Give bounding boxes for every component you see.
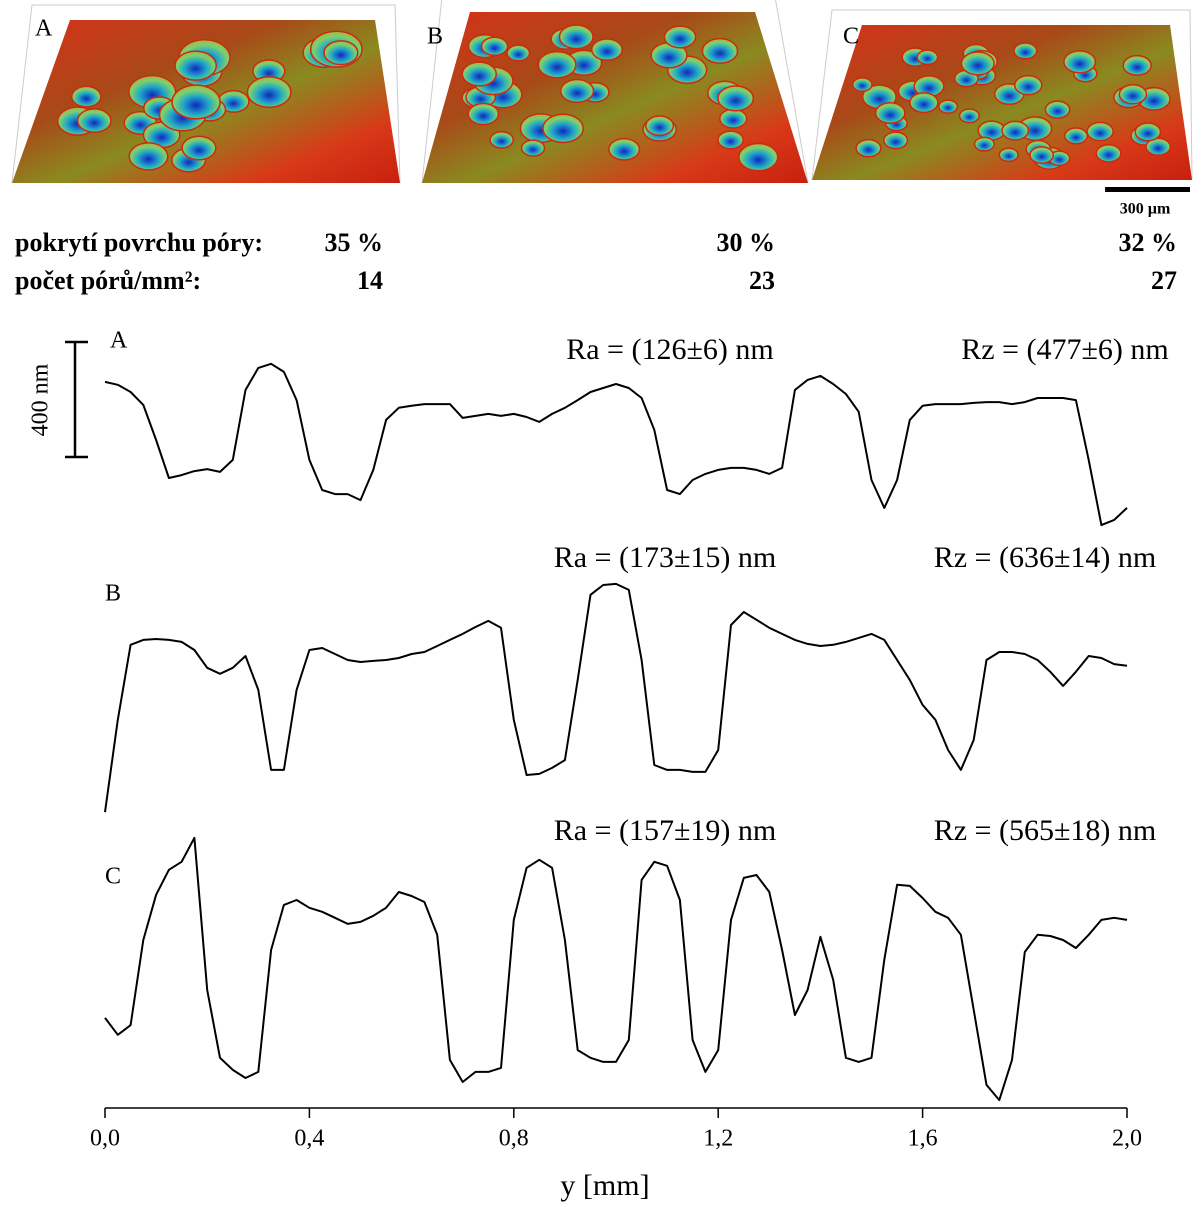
rz-annotation: Rz = (477±6) nm [961, 333, 1169, 366]
profile-line [104, 836, 1128, 1102]
pore [246, 76, 292, 109]
pore [960, 51, 995, 76]
pore [973, 136, 995, 152]
image-scale-bar [1105, 187, 1190, 192]
pore [958, 108, 980, 124]
pore [181, 135, 217, 161]
pore [1013, 74, 1043, 96]
density-label: počet pórů/mm²: [15, 266, 201, 295]
density-value: 23 [749, 266, 775, 295]
pore [916, 49, 939, 66]
pore [1029, 146, 1055, 165]
pore [558, 24, 594, 50]
ra-annotation: Ra = (173±15) nm [554, 541, 777, 574]
x-tick-label: 1,2 [703, 1126, 733, 1152]
pore [1001, 120, 1030, 141]
pore [174, 50, 218, 81]
pore [1064, 127, 1089, 145]
x-tick-label: 2,0 [1112, 1126, 1142, 1152]
pore [1145, 137, 1172, 156]
pore [489, 131, 514, 149]
pore [909, 92, 939, 114]
x-tick-label: 0,0 [90, 1126, 120, 1152]
profile-label: C [105, 864, 121, 890]
pore [645, 115, 675, 137]
pore [1122, 54, 1152, 76]
density-value: 14 [357, 266, 383, 295]
pore [701, 37, 739, 65]
pore [1095, 143, 1122, 163]
pore [506, 44, 531, 62]
pore [1118, 84, 1148, 105]
pore [717, 85, 755, 112]
pore [323, 40, 359, 66]
pore [1013, 42, 1038, 60]
coverage-value: 35 % [325, 228, 384, 257]
pore [663, 25, 697, 49]
profile-label: A [110, 328, 128, 354]
pore [1063, 50, 1097, 74]
pore [171, 84, 221, 120]
pore [855, 138, 882, 158]
pore [883, 131, 909, 150]
coverage-value: 30 % [717, 228, 776, 257]
ra-annotation: Ra = (157±19) nm [554, 814, 777, 847]
pore [542, 113, 584, 144]
pore [1134, 122, 1162, 142]
profile-line [104, 582, 1128, 813]
pore [537, 50, 577, 79]
image-box [11, 4, 401, 184]
image-box [421, 0, 809, 184]
pore [461, 61, 497, 87]
coverage-label: pokrytí povrchu póry: [15, 228, 263, 257]
pore [852, 77, 873, 93]
image-label: B [427, 24, 443, 50]
pore [1086, 121, 1114, 142]
rz-annotation: Rz = (565±18) nm [934, 814, 1157, 847]
pore [76, 108, 112, 134]
pore [738, 142, 779, 172]
pore [719, 108, 748, 129]
x-axis-label: y [mm] [560, 1169, 649, 1202]
pore [559, 78, 595, 104]
pore [998, 147, 1019, 163]
coverage-value: 32 % [1119, 228, 1178, 257]
image-scale-label: 300 µm [1120, 201, 1171, 218]
pore [128, 142, 169, 171]
pore [591, 38, 623, 61]
pore [874, 102, 906, 125]
pore [70, 85, 102, 108]
pore [1044, 100, 1071, 119]
pore [520, 139, 546, 157]
pore [938, 99, 959, 114]
x-tick-label: 0,8 [499, 1126, 529, 1152]
pore [608, 137, 641, 161]
profile-line [104, 362, 1128, 527]
pore [717, 130, 744, 150]
image-label: A [35, 16, 53, 42]
pore [467, 102, 500, 126]
density-value: 27 [1151, 266, 1177, 295]
image-box [811, 9, 1193, 181]
ra-annotation: Ra = (126±6) nm [566, 333, 774, 366]
profile-label: B [105, 581, 121, 607]
pore [480, 36, 509, 57]
image-label: C [843, 24, 859, 50]
scale-bar-label: 400 nm [28, 363, 54, 436]
x-tick-label: 1,6 [908, 1126, 938, 1152]
rz-annotation: Rz = (636±14) nm [934, 541, 1157, 574]
x-tick-label: 0,4 [294, 1126, 324, 1152]
